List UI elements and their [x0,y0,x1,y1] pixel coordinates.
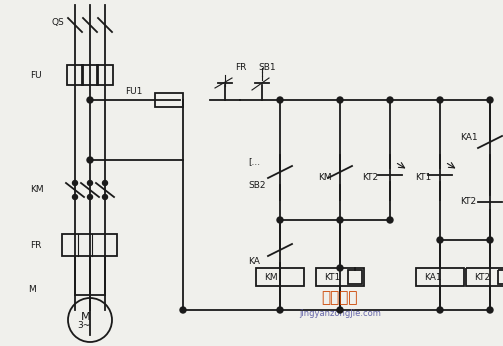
Text: SB2: SB2 [248,181,266,190]
Circle shape [337,307,343,313]
Text: KT2: KT2 [362,173,378,182]
Circle shape [88,181,93,185]
Text: SB1: SB1 [258,64,276,73]
Circle shape [103,181,108,185]
Text: QS: QS [52,18,65,27]
Circle shape [387,97,393,103]
Text: FU1: FU1 [125,88,142,97]
Text: 经验总结: 经验总结 [322,291,358,306]
Text: KA: KA [248,257,260,266]
Circle shape [87,157,93,163]
Text: KM: KM [30,185,44,194]
Circle shape [487,97,493,103]
Circle shape [437,237,443,243]
Bar [498,270,503,284]
Circle shape [487,237,493,243]
Circle shape [487,307,493,313]
Circle shape [180,307,186,313]
Bar [256,268,304,286]
Circle shape [337,265,343,271]
Text: KT1: KT1 [324,273,340,282]
Bar [416,268,464,286]
Bar [67,65,83,85]
Bar [348,270,362,284]
Circle shape [437,97,443,103]
Circle shape [337,97,343,103]
Circle shape [88,194,93,200]
Text: KM: KM [318,173,331,182]
Text: KT2: KT2 [474,273,490,282]
Circle shape [72,181,77,185]
Text: KA1: KA1 [460,134,478,143]
Bar [466,268,503,286]
Circle shape [387,217,393,223]
Circle shape [437,307,443,313]
Text: FR: FR [235,64,246,73]
Bar [62,234,117,256]
Circle shape [103,194,108,200]
Circle shape [72,194,77,200]
Bar [97,65,113,85]
Text: KA1: KA1 [424,273,442,282]
Text: M: M [81,312,91,322]
Text: 3~: 3~ [77,321,91,330]
Text: FR: FR [30,240,41,249]
Bar [316,268,364,286]
Text: FU: FU [30,71,42,80]
Circle shape [337,217,343,223]
Circle shape [277,217,283,223]
Bar [82,65,98,85]
Text: jingyanzongJie.com: jingyanzongJie.com [299,310,381,319]
Circle shape [277,307,283,313]
Text: [...: [... [248,157,260,166]
Circle shape [87,97,93,103]
Text: KT2: KT2 [460,198,476,207]
Bar [155,93,183,107]
Circle shape [277,97,283,103]
Text: KM: KM [264,273,278,282]
Text: KT1: KT1 [415,173,431,182]
Text: M: M [28,285,36,294]
